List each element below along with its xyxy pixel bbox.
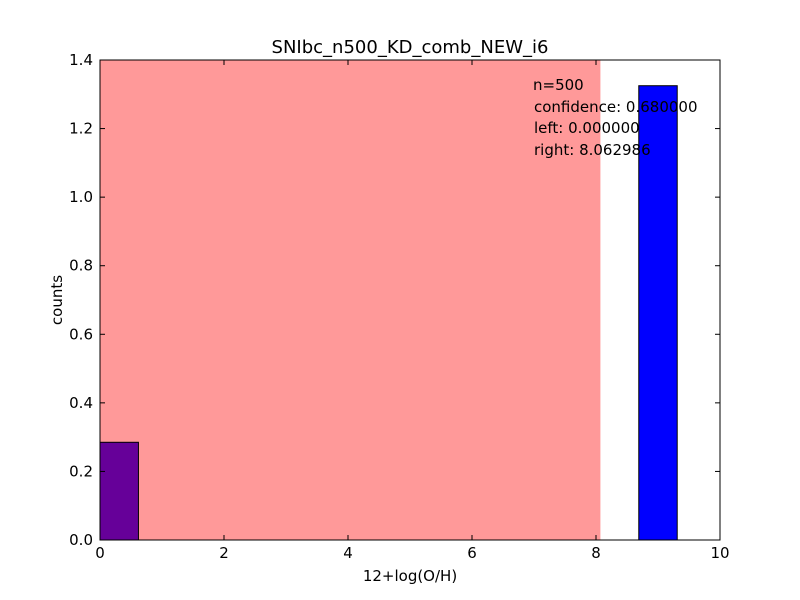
x-axis-label: 12+log(O/H) bbox=[363, 567, 457, 585]
chart-title: SNIbc_n500_KD_comb_NEW_i6 bbox=[272, 37, 549, 58]
annotation-line: n=500 bbox=[533, 76, 584, 94]
confidence-region-layer bbox=[99, 59, 601, 541]
histogram-bar bbox=[638, 85, 678, 541]
x-tick-label: 8 bbox=[591, 544, 601, 562]
y-axis-label: counts bbox=[48, 275, 66, 325]
y-tick-label: 0.8 bbox=[69, 257, 93, 275]
bars-layer bbox=[99, 85, 678, 541]
annotation-line: left: 0.000000 bbox=[534, 119, 640, 137]
annotation-line: right: 8.062986 bbox=[534, 141, 651, 159]
x-tick-label: 6 bbox=[467, 544, 477, 562]
x-tick-label: 0 bbox=[95, 544, 105, 562]
y-tick-label: 1.2 bbox=[69, 120, 93, 138]
y-tick-label: 0.6 bbox=[69, 325, 93, 343]
confidence-region bbox=[99, 59, 601, 541]
ticks-layer: 0 2 4 6 8 10 0.0 0.2 0.4 0.6 0.8 1.0 1.2 1.4 bbox=[69, 51, 729, 562]
y-tick-label: 1.4 bbox=[69, 51, 93, 69]
x-tick-label: 2 bbox=[219, 544, 229, 562]
y-tick-label: 1.0 bbox=[69, 188, 93, 206]
y-tick-label: 0.2 bbox=[69, 462, 93, 480]
annotation-line: confidence: 0.680000 bbox=[534, 98, 698, 116]
x-tick-label: 10 bbox=[710, 544, 729, 562]
histogram-bar bbox=[99, 441, 139, 541]
y-tick-label: 0.0 bbox=[69, 531, 93, 549]
y-tick-label: 0.4 bbox=[69, 394, 93, 412]
annotation-box: n=500 confidence: 0.680000 left: 0.00000… bbox=[533, 76, 698, 159]
x-tick-label: 4 bbox=[343, 544, 353, 562]
plot-frame bbox=[99, 59, 721, 541]
